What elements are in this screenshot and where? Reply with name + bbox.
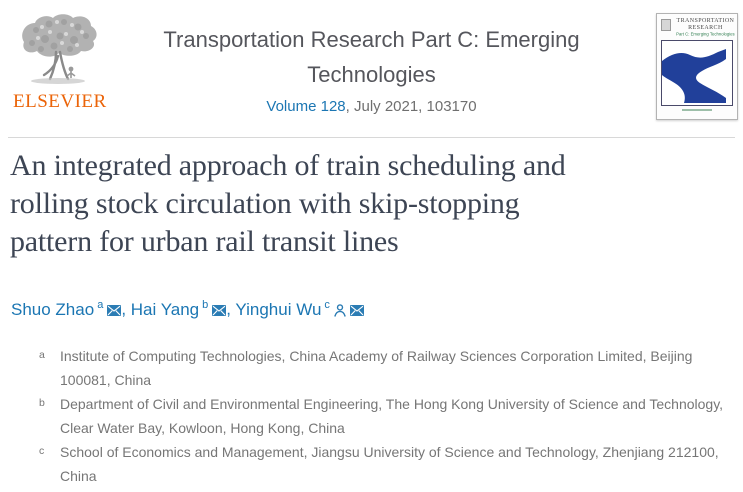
cover-masthead: TRANSPORTATION RESEARCH Part C: Emerging… xyxy=(661,18,735,38)
author-link-hai-yang[interactable]: Hai Yang b xyxy=(130,299,209,319)
corresponding-author-icon[interactable] xyxy=(334,303,346,317)
affiliation-list: a Institute of Computing Technologies, C… xyxy=(34,344,734,488)
cover-footer-line xyxy=(682,109,712,111)
affiliation-text-a: Institute of Computing Technologies, Chi… xyxy=(60,348,693,388)
cover-mini-tree-icon xyxy=(661,19,671,31)
affiliation-text-b: Department of Civil and Environmental En… xyxy=(60,396,724,436)
volume-issue-line: Volume 128, July 2021, 103170 xyxy=(118,98,625,115)
header-divider xyxy=(8,137,735,138)
email-icon[interactable] xyxy=(212,304,227,316)
author-separator: , xyxy=(121,299,131,319)
elsevier-wordmark[interactable]: ELSEVIER xyxy=(13,91,107,112)
journal-cover-thumbnail[interactable]: TRANSPORTATION RESEARCH Part C: Emerging… xyxy=(656,13,738,120)
author-link-shuo-zhao[interactable]: Shuo Zhao a xyxy=(11,299,104,319)
affiliation-text-c: School of Economics and Management, Jian… xyxy=(60,444,719,484)
elsevier-logo[interactable]: ELSEVIER xyxy=(13,12,107,113)
email-icon[interactable] xyxy=(107,304,122,316)
journal-title-link[interactable]: Transportation Research Part C: Emerging… xyxy=(118,22,625,92)
article-title: An integrated approach of train scheduli… xyxy=(10,147,732,261)
elsevier-tree-icon xyxy=(13,12,103,92)
affiliation-label-c: c xyxy=(39,445,45,457)
author-separator: , xyxy=(226,299,236,319)
journal-header: Transportation Research Part C: Emerging… xyxy=(118,22,625,115)
author-link-yinghui-wu[interactable]: Yinghui Wu c xyxy=(235,299,330,319)
author-sup-c: c xyxy=(324,299,330,311)
affiliation-label-a: a xyxy=(39,349,45,361)
affiliation-a: a Institute of Computing Technologies, C… xyxy=(34,344,724,392)
cover-title-line2: RESEARCH xyxy=(688,25,723,31)
title-line1: An integrated approach of train scheduli… xyxy=(10,149,566,182)
author-list: Shuo Zhao a, Hai Yang b, Yinghui Wu c xyxy=(11,299,364,320)
journal-title-line1: Transportation Research Part C: Emerging xyxy=(163,27,580,52)
winding-road-shape xyxy=(662,49,726,103)
affiliation-c: c School of Economics and Management, Ji… xyxy=(34,440,724,488)
journal-title-line2: Technologies xyxy=(307,62,436,87)
author-sup-a: a xyxy=(97,299,104,311)
title-line3: pattern for urban rail transit lines xyxy=(10,225,399,258)
affiliation-b: b Department of Civil and Environmental … xyxy=(34,392,724,440)
issue-info: , July 2021, 103170 xyxy=(345,98,477,115)
author-sup-b: b xyxy=(202,299,209,311)
cover-title-line1: TRANSPORTATION xyxy=(676,18,735,24)
email-icon[interactable] xyxy=(349,304,364,316)
affiliation-label-b: b xyxy=(39,397,45,409)
cover-road-art xyxy=(661,40,733,106)
cover-subtitle: Part C: Emerging Technologies xyxy=(676,32,735,38)
volume-link[interactable]: Volume 128 xyxy=(266,98,346,115)
title-line2: rolling stock circulation with skip-stop… xyxy=(10,187,520,220)
